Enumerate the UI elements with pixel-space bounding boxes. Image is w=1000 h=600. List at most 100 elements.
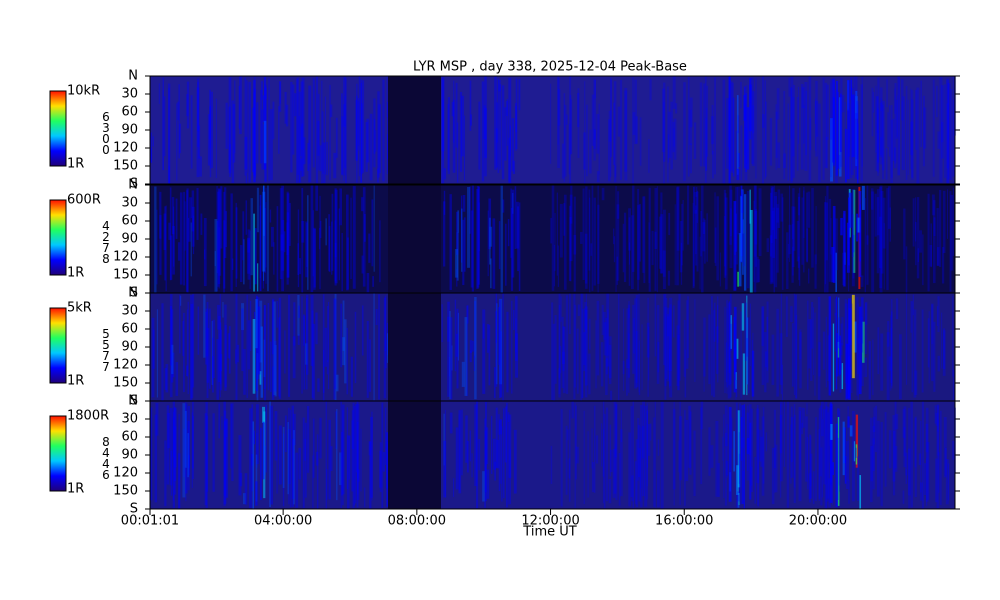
image-texture (706, 85, 709, 157)
image-texture (350, 197, 352, 280)
image-texture (375, 309, 378, 326)
image-texture (496, 439, 500, 469)
image-texture (478, 186, 480, 285)
image-texture (563, 203, 566, 236)
image-texture (624, 87, 628, 181)
image-texture (286, 193, 290, 278)
image-texture (666, 316, 669, 371)
image-texture (858, 191, 862, 277)
image-texture (190, 295, 193, 401)
image-texture (286, 191, 289, 285)
image-texture (455, 82, 458, 148)
image-texture (565, 114, 568, 125)
image-texture (873, 407, 875, 445)
image-texture (169, 407, 173, 486)
image-texture (518, 202, 521, 292)
image-texture (627, 304, 631, 378)
image-texture (663, 294, 666, 366)
image-texture (733, 200, 737, 291)
image-texture (270, 405, 274, 505)
image-texture (669, 309, 672, 386)
image-texture (560, 296, 562, 322)
image-texture (196, 188, 199, 240)
image-texture (269, 401, 272, 508)
image-texture (779, 333, 783, 385)
image-texture (371, 411, 373, 501)
image-texture (569, 194, 573, 262)
color-scale (49, 199, 67, 276)
image-texture (642, 196, 645, 273)
image-texture (490, 415, 493, 474)
image-texture (469, 186, 471, 234)
image-texture (856, 338, 860, 375)
image-texture (947, 83, 950, 141)
image-texture (238, 76, 242, 135)
image-texture (235, 207, 238, 279)
image-texture (679, 220, 683, 273)
image-texture (348, 435, 351, 480)
image-texture (315, 312, 318, 345)
image-texture (255, 454, 258, 502)
image-texture (723, 414, 725, 499)
image-texture (580, 293, 582, 401)
image-texture (245, 172, 248, 184)
image-texture (646, 322, 650, 358)
image-texture (743, 95, 747, 121)
image-texture (613, 401, 617, 494)
image-texture (828, 296, 832, 396)
image-texture (306, 294, 309, 375)
image-texture (938, 452, 940, 493)
image-texture (568, 409, 571, 502)
image-texture (203, 294, 206, 358)
image-texture (591, 94, 595, 146)
image-texture (167, 83, 171, 184)
image-texture (227, 333, 231, 359)
image-texture (285, 104, 289, 127)
image-texture (801, 422, 803, 435)
image-texture (561, 143, 565, 179)
image-texture (170, 309, 174, 383)
image-texture (801, 87, 805, 109)
image-texture (848, 479, 850, 504)
image-texture (872, 91, 875, 113)
image-texture (154, 186, 157, 293)
image-texture (192, 215, 195, 255)
image-texture (596, 113, 600, 154)
image-texture (771, 334, 775, 385)
image-texture (717, 463, 720, 497)
image-texture (577, 92, 580, 128)
image-texture (694, 191, 698, 214)
image-texture (796, 96, 799, 171)
image-texture (635, 331, 638, 383)
image-texture (262, 406, 266, 423)
image-texture (508, 414, 512, 478)
image-texture (248, 81, 251, 183)
image-texture (557, 76, 559, 145)
image-texture (295, 78, 299, 183)
image-texture (740, 81, 742, 109)
image-texture (482, 323, 485, 339)
image-texture (760, 436, 763, 467)
image-texture (373, 119, 376, 154)
image-texture (596, 171, 600, 183)
image-texture (514, 186, 517, 250)
image-texture (342, 300, 345, 351)
image-texture (637, 425, 641, 478)
image-texture (786, 401, 790, 508)
image-texture (577, 88, 580, 158)
image-texture (182, 403, 186, 498)
image-texture (150, 147, 153, 163)
image-texture (369, 339, 372, 392)
image-texture (876, 197, 880, 274)
image-texture (246, 294, 248, 398)
image-texture (564, 104, 567, 177)
image-texture (551, 302, 554, 401)
image-texture (838, 408, 841, 486)
image-texture (769, 192, 772, 257)
image-texture (453, 478, 455, 497)
image-texture (637, 205, 640, 280)
image-texture (150, 132, 153, 164)
image-texture (619, 80, 623, 180)
image-texture (507, 412, 510, 423)
image-texture (803, 186, 805, 239)
